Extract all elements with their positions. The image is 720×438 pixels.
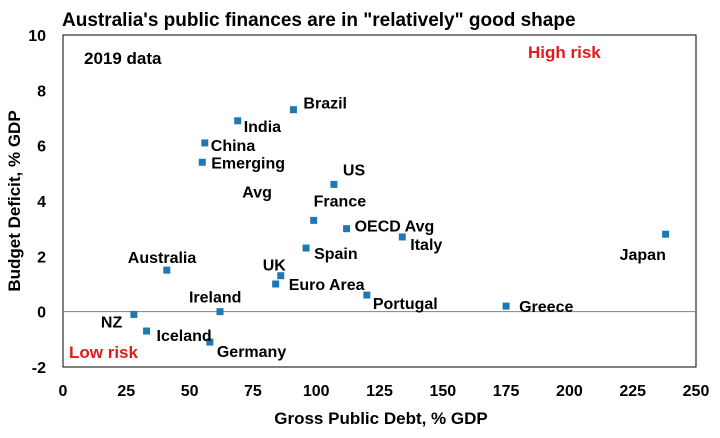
point-china	[201, 139, 209, 147]
y-tick-label: 0	[37, 305, 46, 322]
label-portugal: Portugal	[373, 296, 438, 313]
point-emerging-avg	[198, 158, 206, 166]
point-india	[234, 117, 242, 125]
label-euro-area: Euro Area	[289, 277, 365, 294]
point-france	[310, 216, 318, 224]
label-japan: Japan	[620, 247, 666, 264]
label-australia: Australia	[128, 250, 197, 267]
label-nz: NZ	[101, 314, 123, 331]
x-tick-label: 200	[556, 383, 583, 400]
point-greece	[502, 302, 510, 310]
point-iceland	[143, 327, 151, 335]
label-spain: Spain	[314, 246, 358, 263]
label-india: India	[244, 119, 281, 136]
point-italy	[398, 233, 406, 241]
y-tick-label: 2	[37, 249, 46, 266]
label-iceland: Iceland	[157, 328, 212, 345]
x-tick-label: 125	[366, 383, 393, 400]
high-risk-label: High risk	[528, 43, 601, 62]
point-euro-area	[272, 280, 280, 288]
label-france: France	[314, 193, 367, 210]
x-tick-label: 0	[59, 383, 68, 400]
label-uk: UK	[263, 258, 287, 275]
x-axis-title: Gross Public Debt, % GDP	[274, 409, 488, 428]
label-us: US	[343, 162, 366, 179]
point-spain	[302, 244, 310, 252]
label-emerging-avg-line1: Emerging	[211, 155, 285, 172]
label-germany: Germany	[217, 344, 286, 361]
point-portugal	[363, 291, 371, 299]
x-tick-label: 75	[244, 383, 262, 400]
label-greece: Greece	[519, 299, 573, 316]
chart-title: Australia's public finances are in "rela…	[62, 10, 576, 31]
y-tick-label: 4	[37, 194, 46, 211]
y-tick-label: -2	[32, 360, 46, 377]
y-axis-title: Budget Deficit, % GDP	[5, 110, 24, 291]
label-oecd-avg: OECD Avg	[355, 219, 435, 236]
label-brazil: Brazil	[303, 96, 347, 113]
x-tick-label: 175	[493, 383, 520, 400]
low-risk-label: Low risk	[69, 343, 139, 362]
point-brazil	[289, 106, 297, 114]
y-tick-label: 8	[37, 83, 46, 100]
label-emerging-avg-line2: Avg	[242, 184, 272, 201]
x-tick-label: 225	[619, 383, 646, 400]
data-note: 2019 data	[84, 49, 162, 68]
point-japan	[662, 230, 670, 238]
y-tick-label: 10	[28, 28, 46, 45]
point-nz	[130, 310, 138, 318]
label-china: China	[211, 138, 256, 155]
point-australia	[163, 266, 171, 274]
point-us	[330, 180, 338, 188]
plot-area-border	[62, 34, 697, 368]
point-germany	[206, 338, 214, 346]
label-ireland: Ireland	[189, 290, 241, 307]
point-oecd-avg	[343, 225, 351, 233]
x-tick-label: 150	[429, 383, 456, 400]
x-tick-label: 50	[181, 383, 199, 400]
axis-ticks: 0 25 50 75 100 125 150 175 200 225 250 -2 0 2 4 6 8 10	[28, 28, 709, 400]
point-uk	[277, 272, 285, 280]
y-tick-label: 6	[37, 139, 46, 156]
data-points	[130, 106, 670, 346]
x-tick-label: 25	[117, 383, 135, 400]
point-ireland	[216, 308, 224, 316]
label-italy: Italy	[410, 237, 442, 254]
x-tick-label: 250	[683, 383, 710, 400]
x-tick-label: 100	[303, 383, 330, 400]
